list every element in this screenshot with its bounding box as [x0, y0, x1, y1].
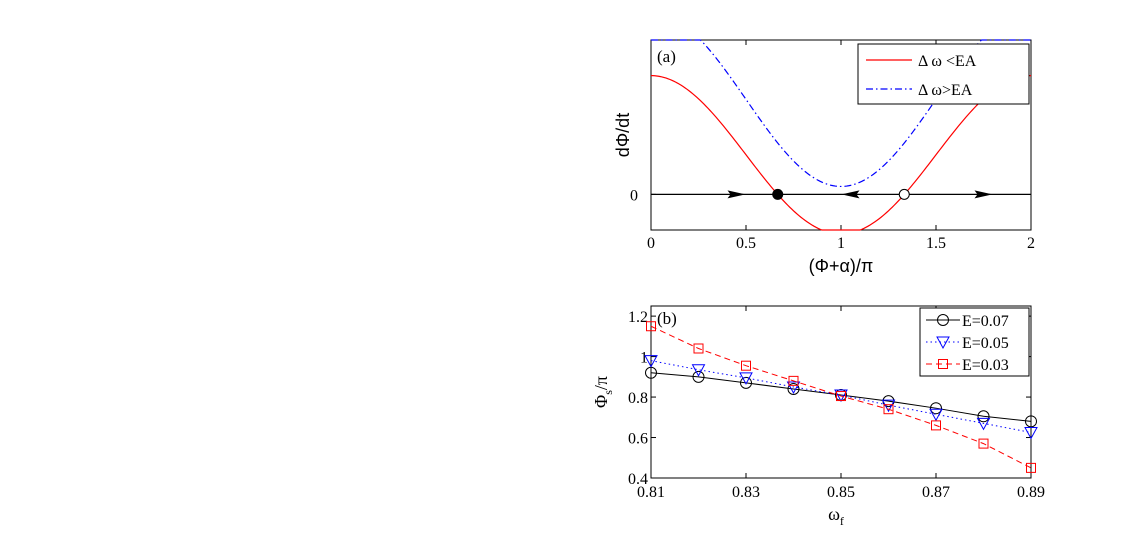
series-point-E=0.05: [881, 399, 896, 413]
series-point-E=0.07: [787, 382, 800, 395]
panel-b-xlabel-sub: f: [840, 514, 844, 528]
flow-arrow-right: [727, 190, 746, 199]
panel-b-ylabel: Φs/π: [591, 376, 615, 408]
flow-arrow-right: [974, 190, 993, 199]
legend-marker-E=0.05: [936, 336, 950, 350]
series-point-E=0.03: [693, 343, 704, 354]
series-point-E=0.05: [929, 408, 943, 422]
unstable-fixed-point: [898, 188, 910, 200]
legend-marker-E=0.07: [937, 314, 949, 326]
series-point-E=0.03: [931, 420, 941, 431]
panel-a-ylabel: dΦ/dt: [613, 113, 633, 157]
series-point-E=0.03: [883, 404, 894, 415]
panel-a-xtick-label: 1: [837, 235, 845, 252]
series-point-E=0.05: [644, 355, 658, 368]
stable-fixed-point: [772, 188, 784, 200]
panel-b-ylabel-tail: /π: [591, 376, 611, 390]
series-point-E=0.05: [786, 381, 801, 394]
panel-b-xtick-label: 0.85: [827, 484, 855, 501]
panel-b-label: (b): [657, 309, 677, 328]
series-point-E=0.07: [692, 370, 705, 383]
panel-b-xlabel: ωf: [828, 504, 844, 528]
panel-b-ytick-label: 0.4: [628, 471, 648, 488]
series-point-E=0.07: [930, 402, 942, 415]
panel-b-xtick-label: 0.89: [1017, 484, 1045, 501]
series-point-E=0.05: [739, 372, 753, 385]
series-point-E=0.05: [834, 389, 848, 403]
series-line-E=0.05: [650, 360, 1032, 433]
svg-text:Φs/π: Φs/π: [591, 376, 615, 408]
panel-a-xtick-label: 1.5: [926, 235, 946, 252]
flow-arrow-left: [841, 190, 860, 199]
panel-b-ytick-label: 0.6: [628, 431, 648, 448]
panel-b-ytick-label: 0.8: [628, 390, 648, 407]
series-line-E=0.07: [650, 372, 1032, 422]
series-point-E=0.03: [741, 360, 751, 371]
series-point-E=0.07: [977, 410, 990, 423]
curve-dw-greater: [651, 39, 1031, 188]
panel-a-xtick-label: 2: [1027, 235, 1035, 252]
panel-b-legend: E=0.07 E=0.05 E=0.03: [919, 307, 1030, 377]
panel-b-xtick-label: 0.87: [922, 484, 950, 501]
series-line-E=0.03: [650, 325, 1032, 469]
panel-b-xtick-label: 0.83: [732, 484, 760, 501]
panel-b-ylabel-main: Φ: [591, 395, 611, 408]
panel-b-ytick-label: 1.2: [628, 309, 648, 326]
curve-dw-less: [650, 75, 1032, 231]
panel-a-legend: Δ ω <EA Δ ω>EA: [857, 43, 1030, 105]
panel-a-legend-box: [857, 43, 1030, 105]
panel-b-xlabel-main: ω: [828, 504, 840, 524]
panel-b: (b) Φs/π ωf 0.81 0.83 0.85 0.87 0.890.40.60.…: [591, 305, 1045, 528]
panel-a-xlabel: (Φ+α)/π: [809, 256, 874, 276]
panel-b-ylabel-sub: s: [601, 390, 615, 395]
series-point-E=0.05: [1024, 426, 1038, 440]
legend-marker-E=0.03: [938, 359, 948, 369]
panel-a-xtick-label: 0.5: [736, 235, 756, 252]
legend-label-E=0.03: E=0.03: [962, 357, 1009, 374]
series-point-E=0.07: [1025, 415, 1037, 428]
series-point-E=0.03: [1026, 462, 1036, 473]
panel-b-xtick-label: 0.81: [637, 484, 665, 501]
legend-label-dw-less: Δ ω <EA: [918, 53, 977, 70]
panel-a-label: (a): [657, 47, 676, 66]
panel-a-xtick-label: 0: [647, 235, 655, 252]
series-point-E=0.07: [740, 376, 752, 389]
legend-label-E=0.07: E=0.07: [962, 313, 1009, 330]
series-point-E=0.03: [978, 438, 989, 449]
series-point-E=0.03: [836, 391, 846, 402]
series-point-E=0.03: [646, 321, 656, 332]
series-point-E=0.05: [691, 364, 706, 377]
legend-label-dw-greater: Δ ω>EA: [918, 82, 973, 99]
series-point-E=0.03: [788, 375, 799, 386]
series-point-E=0.05: [976, 417, 991, 431]
panel-a-ytick-label: 0: [630, 187, 638, 204]
panel-a: (a) dΦ/dt (Φ+α)/π 0 0.5 1 1.5 2 0 Δ ω <EA Δ ω…: [613, 39, 1035, 276]
legend-label-E=0.05: E=0.05: [962, 335, 1009, 352]
panel-b-ytick-label: 1: [640, 350, 648, 367]
